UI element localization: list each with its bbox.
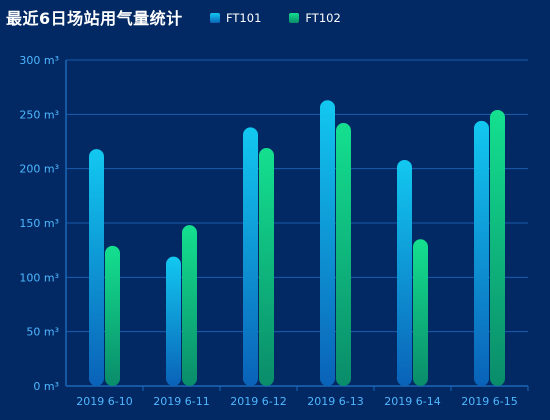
- bar-ft101: [243, 127, 258, 386]
- y-tick-label: 250 m³: [19, 108, 59, 121]
- y-tick-label: 200 m³: [19, 163, 59, 176]
- x-tick-label: 2019 6-14: [384, 395, 440, 408]
- x-tick-label: 2019 6-15: [461, 395, 517, 408]
- x-tick-label: 2019 6-13: [307, 395, 363, 408]
- legend-swatch-blue-icon: [210, 13, 220, 23]
- y-tick-label: 300 m³: [19, 54, 59, 67]
- y-tick-label: 100 m³: [19, 271, 59, 284]
- y-tick-label: 150 m³: [19, 217, 59, 230]
- bar-ft101: [397, 159, 412, 386]
- bar-ft102: [105, 245, 120, 386]
- x-tick-label: 2019 6-11: [153, 395, 209, 408]
- x-tick-label: 2019 6-10: [76, 395, 132, 408]
- bar-ft101: [89, 149, 104, 386]
- legend-item-ft101[interactable]: FT101: [210, 11, 261, 25]
- bar-ft102: [336, 123, 351, 386]
- bar-ft101: [166, 256, 181, 386]
- bar-ft102: [490, 109, 505, 386]
- bar-ft102: [259, 148, 274, 386]
- legend-swatch-green-icon: [289, 13, 300, 23]
- y-tick-label: 50 m³: [26, 326, 59, 339]
- legend: FT101 FT102: [210, 11, 341, 25]
- bar-ft102: [182, 225, 197, 386]
- bar-ft102: [413, 239, 428, 386]
- legend-item-ft102[interactable]: FT102: [289, 11, 341, 25]
- x-tick-label: 2019 6-12: [230, 395, 286, 408]
- y-tick-label: 0 m³: [33, 380, 59, 393]
- chart-title: 最近6日场站用气量统计: [6, 9, 183, 28]
- bar-ft101: [320, 100, 335, 386]
- legend-label-ft101: FT101: [226, 11, 262, 25]
- legend-label-ft102: FT102: [305, 11, 341, 25]
- bar-ft101: [474, 120, 489, 386]
